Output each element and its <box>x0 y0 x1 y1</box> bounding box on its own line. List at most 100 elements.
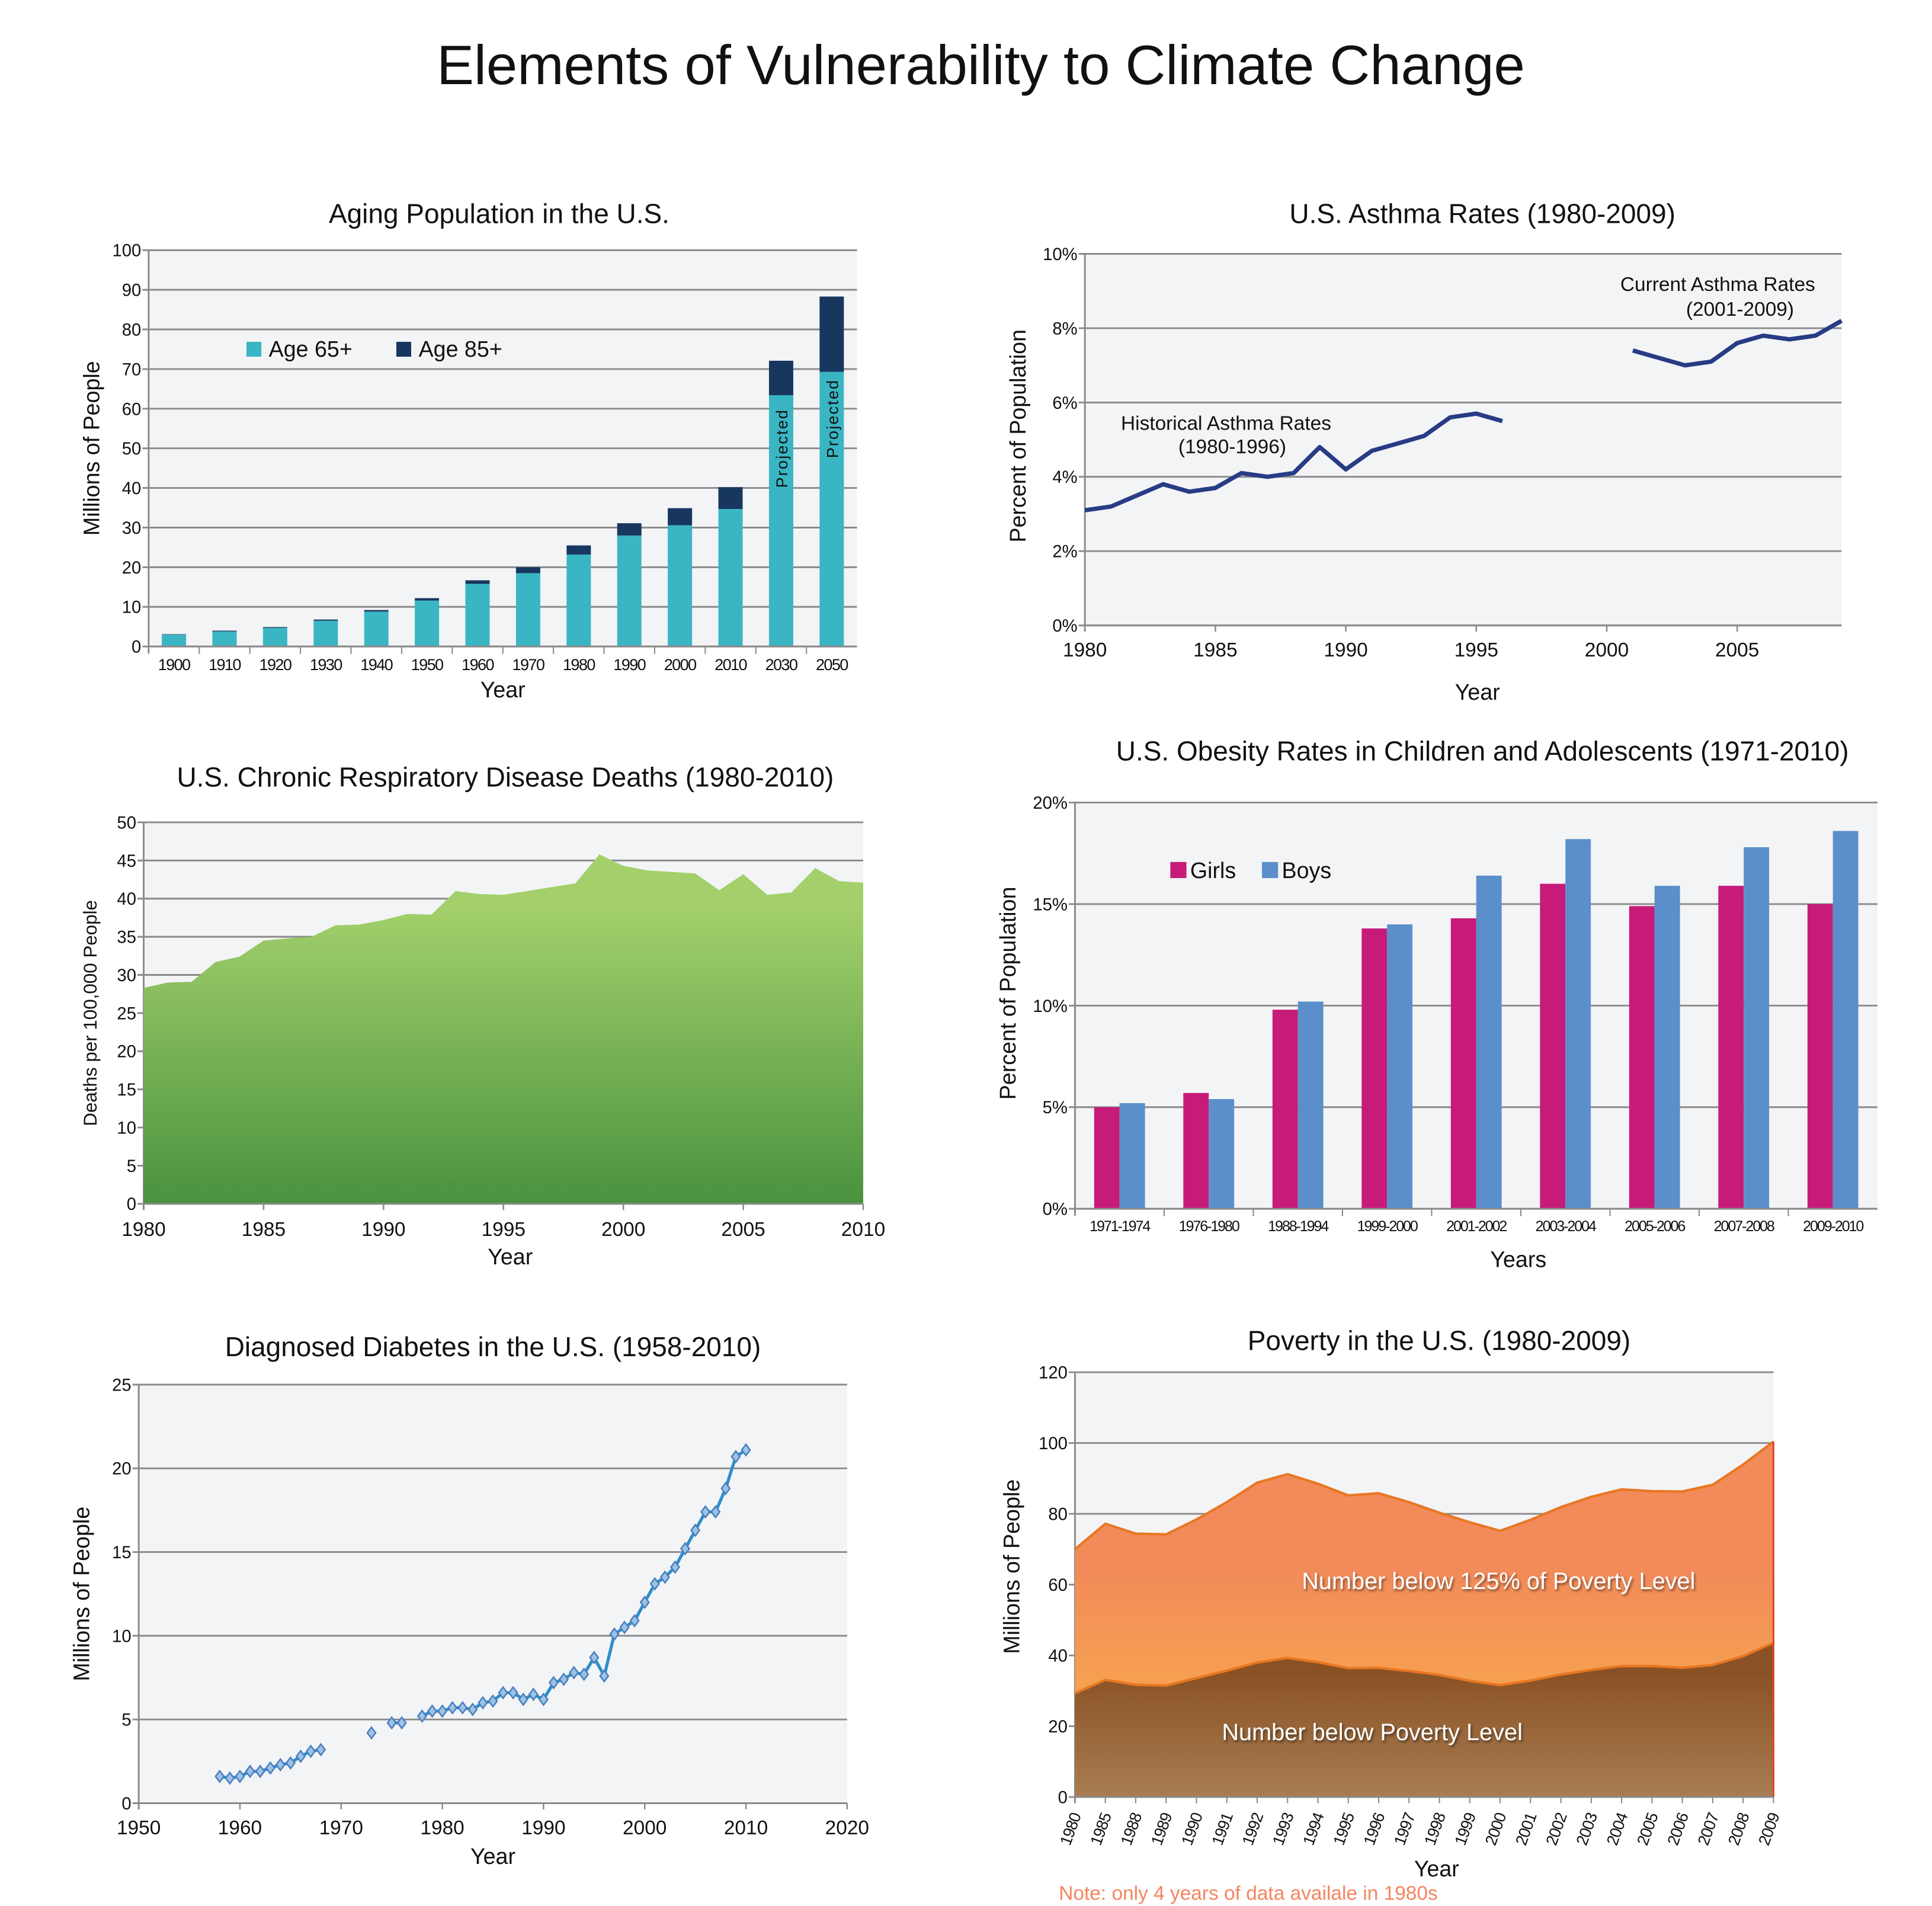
bar-girls <box>1807 904 1833 1209</box>
x-tick-label: 2010 <box>841 1219 885 1241</box>
bar-age-65 <box>162 635 187 647</box>
diabetes-data-point <box>518 1692 528 1706</box>
x-tick-label: 2004 <box>1603 1810 1631 1848</box>
x-tick-label: 2050 <box>816 655 848 674</box>
chart-title: U.S. Chronic Respiratory Disease Deaths … <box>177 761 834 792</box>
bar-age-85 <box>313 619 338 621</box>
x-tick-label: 1990 <box>1177 1810 1206 1848</box>
x-axis-label: Year <box>470 1844 515 1869</box>
y-tick-label: 20 <box>122 559 142 578</box>
x-tick-label: 1989 <box>1147 1811 1175 1848</box>
diabetes-data-point <box>720 1481 731 1495</box>
aging-population-chart: Aging Population in the U.S. Millions of… <box>79 198 857 702</box>
bar-boys <box>1387 924 1413 1209</box>
x-tick-label: 1940 <box>360 655 393 674</box>
bar-boys <box>1476 875 1502 1209</box>
y-tick-label: 5% <box>1043 1098 1068 1117</box>
y-tick-label: 50 <box>117 813 136 832</box>
bar-age-85 <box>617 523 642 536</box>
chart-title: Diagnosed Diabetes in the U.S. (1958-201… <box>225 1331 761 1362</box>
legend-swatch-age-65 <box>246 341 262 357</box>
y-tick-label: 20 <box>1048 1718 1068 1737</box>
y-tick-label: 0% <box>1052 617 1077 636</box>
chart-title: U.S. Obesity Rates in Children and Adole… <box>1116 735 1849 766</box>
diabetes-data-point <box>609 1627 620 1641</box>
x-axis-label: Year <box>1414 1856 1459 1881</box>
y-tick-label: 70 <box>122 360 142 379</box>
x-tick-label: 2000 <box>601 1219 645 1241</box>
bar-girls <box>1718 886 1744 1209</box>
diabetes-data-point <box>538 1692 549 1706</box>
x-tick-label: 1998 <box>1421 1811 1449 1848</box>
marks <box>137 1443 848 1809</box>
y-tick-label: 4% <box>1052 468 1077 487</box>
x-tick-label: 2007 <box>1694 1811 1722 1848</box>
data-note: Note: only 4 years of data availale in 1… <box>1059 1883 1437 1905</box>
y-axis-label: Millions of People <box>999 1479 1024 1654</box>
diabetes-data-point <box>255 1764 265 1779</box>
y-tick-label: 120 <box>1039 1364 1068 1383</box>
legend-label-girls: Girls <box>1190 858 1236 883</box>
x-tick-label: 2000 <box>1481 1810 1510 1848</box>
x-tick-label: 1988-1994 <box>1268 1218 1329 1235</box>
x-tick-label: 1995 <box>1454 639 1498 661</box>
legend-swatch-boys <box>1262 861 1279 879</box>
x-axis-label: Years <box>1490 1247 1546 1271</box>
y-axis-label: Percent of Population <box>995 887 1020 1100</box>
x-tick-label: 1980 <box>1056 1810 1084 1848</box>
x-tick-label: 1988 <box>1117 1811 1145 1848</box>
y-tick-label: 20 <box>112 1460 132 1479</box>
x-tick-label: 1990 <box>1324 639 1367 661</box>
x-tick-label: 2020 <box>825 1817 869 1839</box>
bar-age-65 <box>262 627 287 647</box>
x-tick-label: 1980 <box>420 1817 464 1839</box>
diabetes-data-point <box>649 1577 660 1591</box>
legend-swatch-age-85 <box>396 341 412 357</box>
diabetes-data-point <box>639 1595 650 1609</box>
bar-age-85 <box>668 508 693 526</box>
diabetes-line-segment <box>603 1633 616 1677</box>
x-tick-label: 1990 <box>521 1817 565 1839</box>
diabetes-data-point <box>457 1700 468 1715</box>
diabetes-data-point <box>569 1665 579 1680</box>
y-tick-label: 0 <box>132 638 141 657</box>
annotation-current-years: (2001-2009) <box>1686 299 1794 321</box>
bar-age-65 <box>566 554 591 647</box>
x-tick-label: 1971-1974 <box>1090 1218 1151 1235</box>
bar-girls <box>1361 928 1388 1209</box>
x-tick-label: 1995 <box>1329 1811 1358 1848</box>
bar-boys <box>1119 1103 1145 1209</box>
y-axis-label: Deaths per 100,000 People <box>80 900 101 1126</box>
x-tick-label: 2000 <box>664 655 697 674</box>
y-tick-label: 80 <box>122 321 142 339</box>
x-tick-label: 1997 <box>1390 1811 1418 1848</box>
x-tick-label: 1950 <box>411 655 444 674</box>
x-tick-label: 1990 <box>613 655 646 674</box>
diabetes-data-point <box>396 1716 407 1730</box>
y-tick-label: 100 <box>113 242 142 261</box>
diabetes-data-point <box>427 1704 438 1718</box>
x-tick-label: 1985 <box>242 1219 286 1241</box>
diabetes-data-point <box>599 1669 610 1683</box>
bar-boys <box>1297 1001 1324 1209</box>
diabetes-data-point <box>265 1761 275 1775</box>
bar-age-65 <box>718 509 743 647</box>
y-tick-label: 15% <box>1033 895 1068 914</box>
x-tick-label: 2000 <box>1585 639 1629 661</box>
projected-label: Projected <box>773 409 791 488</box>
bar-age-65 <box>364 611 389 647</box>
x-axis-label: Year <box>1455 680 1500 704</box>
legend-label-boys: Boys <box>1282 858 1332 883</box>
y-tick-label: 40 <box>122 479 142 498</box>
diabetes-data-point <box>447 1700 458 1715</box>
x-tick-label: 1985 <box>1193 639 1237 661</box>
bar-age-85 <box>364 610 389 612</box>
plot-area <box>132 1383 847 1809</box>
bar-age-65 <box>617 535 642 647</box>
x-tick-label: 1960 <box>218 1817 262 1839</box>
bar-age-85 <box>515 567 540 574</box>
y-axis-label: Millions of People <box>69 1507 94 1681</box>
diabetes-data-point <box>437 1704 448 1718</box>
diabetes-data-point <box>467 1702 478 1716</box>
x-tick-label: 1930 <box>310 655 342 674</box>
